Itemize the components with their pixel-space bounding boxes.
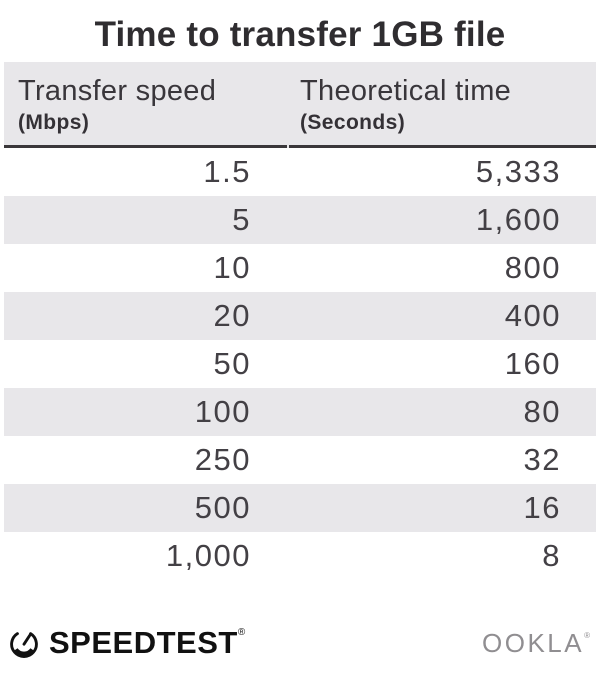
transfer-time-table: Transfer speed (Mbps) Theoretical time (…: [4, 62, 596, 580]
speedtest-logo: SPEEDTEST ®: [8, 625, 245, 661]
speed-cell: 250: [194, 442, 251, 477]
infographic-page: Time to transfer 1GB file Transfer speed…: [4, 15, 596, 660]
time-cell: 800: [504, 250, 561, 285]
speedometer-gauge-icon: [10, 632, 38, 658]
column-unit: (Mbps): [18, 111, 90, 134]
table-row: 1.5 5,333: [4, 148, 596, 196]
speed-cell: 1.5: [203, 154, 251, 189]
table-row: 500 16: [4, 484, 596, 532]
column-header-transfer-speed: Transfer speed (Mbps): [4, 62, 287, 145]
speed-cell: 100: [194, 394, 251, 429]
table-row: 250 32: [4, 436, 596, 484]
table-row: 20 400: [4, 292, 596, 340]
ookla-logo: OOKLA ®: [482, 628, 590, 659]
speed-cell: 10: [213, 250, 251, 285]
column-header-theoretical-time: Theoretical time (Seconds): [287, 62, 596, 145]
speed-cell: 20: [213, 298, 251, 333]
column-label: Theoretical time: [300, 75, 512, 107]
speed-cell: 1,000: [165, 538, 251, 573]
time-cell: 5,333: [475, 154, 561, 189]
speedtest-wordmark: SPEEDTEST: [49, 625, 238, 660]
table-body: 1.5 5,333 5 1,600 10 800 20 400 50 160 1…: [4, 148, 596, 580]
registered-trademark-icon: ®: [584, 630, 590, 640]
table-row: 50 160: [4, 340, 596, 388]
time-cell: 32: [523, 442, 561, 477]
header-border-gap: [287, 145, 289, 148]
footer: SPEEDTEST ® OOKLA ®: [0, 622, 600, 664]
table-row: 10 800: [4, 244, 596, 292]
time-cell: 16: [523, 490, 561, 525]
time-cell: 1,600: [475, 202, 561, 237]
column-label: Transfer speed: [18, 75, 217, 107]
time-cell: 160: [504, 346, 561, 381]
page-title: Time to transfer 1GB file: [94, 15, 506, 54]
speed-cell: 5: [232, 202, 251, 237]
table-row: 5 1,600: [4, 196, 596, 244]
time-cell: 400: [504, 298, 561, 333]
registered-trademark-icon: ®: [237, 627, 246, 638]
time-cell: 8: [542, 538, 561, 573]
table-row: 1,000 8: [4, 532, 596, 580]
column-unit: (Seconds): [300, 111, 406, 134]
table-row: 100 80: [4, 388, 596, 436]
time-cell: 80: [523, 394, 561, 429]
speed-cell: 500: [194, 490, 251, 525]
speed-cell: 50: [213, 346, 251, 381]
table-header-row: Transfer speed (Mbps) Theoretical time (…: [4, 62, 596, 148]
ookla-wordmark: OOKLA: [482, 627, 585, 658]
